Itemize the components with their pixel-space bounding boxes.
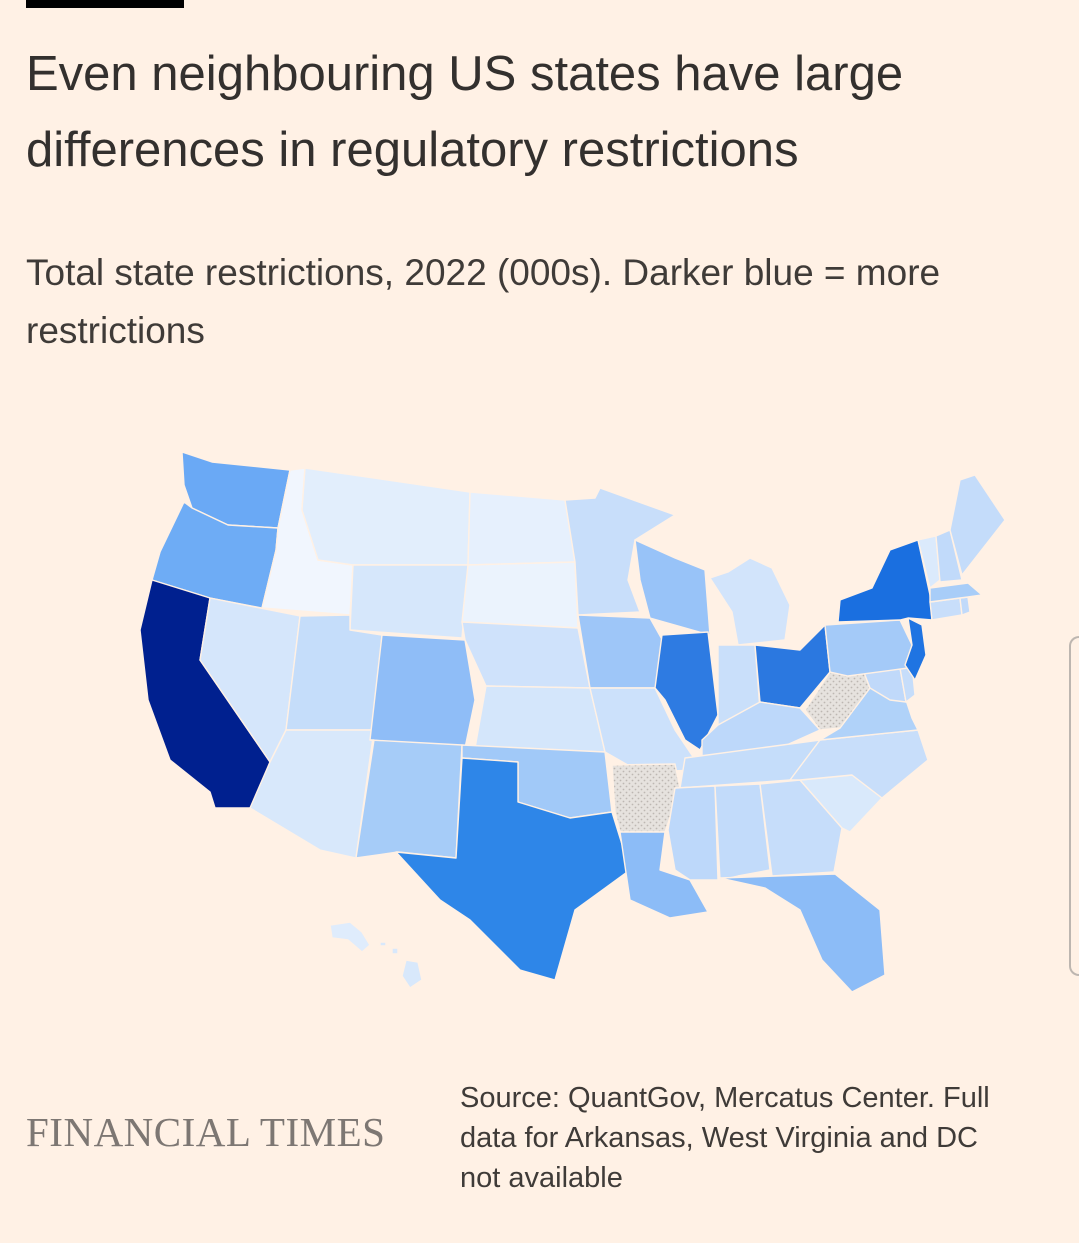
state-illinois [654,631,719,751]
chart-title: Even neighbouring US states have large d… [26,47,904,177]
state-wisconsin [634,539,711,636]
state-massachusetts [929,582,983,603]
us-choropleth-map [100,440,1040,1010]
state-maine [949,474,1006,576]
state-alaska [329,921,371,953]
state-hawaii [379,941,423,989]
state-new-mexico [355,739,463,859]
source-line: Source: QuantGov, Mercatus Center. Full [460,1082,990,1114]
state-new-hampshire [935,529,963,583]
state-iowa [577,614,669,689]
state-texas [395,757,631,981]
map-svg [139,451,1006,993]
state-louisiana [619,831,709,919]
state-michigan [709,557,791,646]
source-line: data for Arkansas, West Virginia and DC [460,1122,978,1154]
source-note: Source: QuantGov, Mercatus Center. Full … [460,1078,1040,1198]
state-new-york [837,539,933,623]
state-rhode-island [959,596,971,616]
state-minnesota [564,487,676,616]
side-scroll-handle[interactable] [1069,636,1079,976]
source-line: not available [460,1162,623,1194]
state-utah [285,614,383,731]
state-nebraska [461,621,591,689]
state-kansas [474,685,606,753]
state-colorado [369,634,476,749]
header-rule [26,0,184,8]
state-wyoming [349,564,469,639]
state-montana [301,467,471,566]
state-alabama [714,783,771,881]
state-pennsylvania [824,619,913,677]
state-north-dakota [467,491,576,566]
chart-subtitle: Total state restrictions, 2022 (000s). D… [26,252,941,351]
financial-times-logo: FINANCIAL TIMES [26,1109,386,1155]
state-mississippi [667,785,719,881]
state-florida [719,873,886,993]
state-south-dakota [461,561,579,629]
state-new-jersey [904,617,927,681]
